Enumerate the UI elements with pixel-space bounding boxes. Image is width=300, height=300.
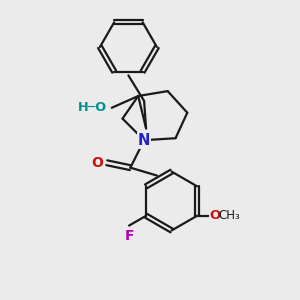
Text: O: O: [210, 209, 221, 222]
Text: CH₃: CH₃: [219, 209, 240, 222]
Text: O: O: [91, 156, 103, 170]
Text: F: F: [124, 229, 134, 242]
Text: N: N: [138, 133, 150, 148]
Text: H─O: H─O: [78, 101, 107, 114]
